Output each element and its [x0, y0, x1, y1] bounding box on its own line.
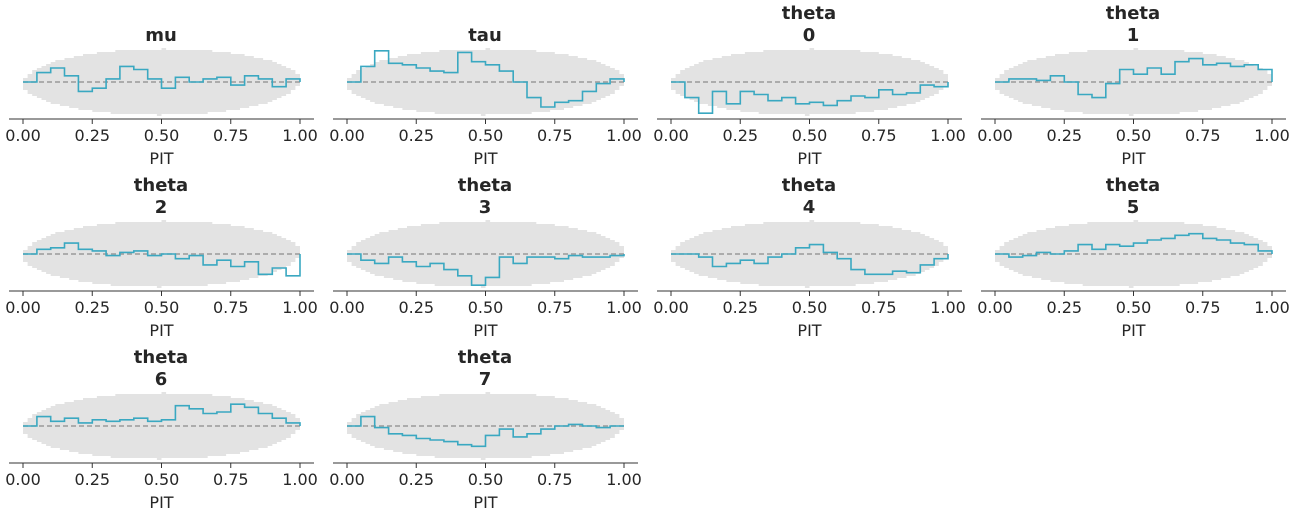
panel-title: tau: [468, 25, 502, 46]
x-tick-label: 0.50: [144, 126, 180, 145]
x-tick-label: 0.50: [792, 298, 828, 317]
pit-series-line: [995, 57, 1273, 99]
x-axis-label: PIT: [1121, 149, 1145, 168]
x-tick-label: 0.50: [144, 470, 180, 489]
x-tick-label: 1.00: [606, 126, 642, 145]
panel-title: theta: [458, 347, 512, 368]
panel-title: theta: [134, 347, 188, 368]
x-tick-label: 0.25: [722, 298, 758, 317]
x-tick-label: 0.00: [653, 298, 689, 317]
panel-title: theta: [134, 175, 188, 196]
x-tick-label: 0.00: [5, 298, 41, 317]
x-tick-label: 0.75: [861, 298, 897, 317]
x-tick-label: 1.00: [606, 298, 642, 317]
x-tick-label: 0.50: [468, 126, 504, 145]
panel-title: 1: [1127, 25, 1140, 46]
pit-series-line: [671, 243, 949, 276]
panel-title: 0: [803, 25, 816, 46]
pit-series-line: [347, 253, 625, 286]
x-tick-label: 0.00: [653, 126, 689, 145]
x-axis-label: PIT: [473, 493, 497, 512]
x-tick-label: 0.00: [5, 126, 41, 145]
x-tick-label: 0.50: [792, 126, 828, 145]
x-tick-label: 0.25: [398, 126, 434, 145]
x-tick-label: 0.25: [74, 126, 110, 145]
x-tick-label: 1.00: [1254, 126, 1290, 145]
x-axis-label: PIT: [473, 149, 497, 168]
panel-title: theta: [782, 175, 836, 196]
x-tick-label: 0.00: [5, 470, 41, 489]
x-tick-label: 1.00: [282, 470, 318, 489]
panel-title: theta: [1106, 3, 1160, 24]
x-tick-label: 0.50: [468, 470, 504, 489]
x-tick-label: 0.00: [977, 298, 1013, 317]
x-tick-label: 1.00: [930, 126, 966, 145]
panel-title: 3: [479, 197, 492, 218]
pit-series-line: [671, 81, 949, 114]
x-tick-label: 0.75: [537, 298, 573, 317]
panel-title: 2: [155, 197, 168, 218]
panel-title: theta: [458, 175, 512, 196]
x-tick-label: 1.00: [930, 298, 966, 317]
x-tick-label: 0.50: [1116, 126, 1152, 145]
x-tick-label: 0.00: [329, 470, 365, 489]
x-axis-label: PIT: [149, 493, 173, 512]
pit-series-line: [23, 242, 301, 277]
x-tick-label: 1.00: [606, 470, 642, 489]
pit-series-line: [995, 232, 1273, 258]
panel-title: mu: [145, 25, 177, 46]
x-tick-label: 1.00: [282, 298, 318, 317]
panel-title: 5: [1127, 197, 1140, 218]
x-tick-label: 0.25: [1046, 298, 1082, 317]
panel-title: 6: [155, 369, 168, 390]
x-tick-label: 0.75: [213, 470, 249, 489]
pit-series-line: [23, 65, 301, 93]
x-tick-label: 0.75: [537, 126, 573, 145]
x-tick-label: 0.50: [1116, 298, 1152, 317]
x-tick-label: 0.75: [537, 470, 573, 489]
panel-title: 4: [803, 197, 816, 218]
x-tick-label: 0.50: [468, 298, 504, 317]
panel-title: 7: [479, 369, 492, 390]
x-tick-label: 0.25: [398, 298, 434, 317]
x-tick-label: 0.25: [722, 126, 758, 145]
x-tick-label: 0.75: [1185, 126, 1221, 145]
x-tick-label: 0.75: [213, 298, 249, 317]
x-tick-label: 0.75: [213, 126, 249, 145]
x-tick-label: 0.25: [74, 298, 110, 317]
x-tick-label: 1.00: [1254, 298, 1290, 317]
x-tick-label: 0.50: [144, 298, 180, 317]
panel-tau: 0.00 0.25 0.50 0.75 1.00 PIT tau: [329, 25, 642, 168]
x-tick-label: 1.00: [282, 126, 318, 145]
x-tick-label: 0.00: [329, 298, 365, 317]
pit-series-line: [23, 403, 301, 427]
x-axis-label: PIT: [1121, 321, 1145, 340]
x-axis-label: PIT: [473, 321, 497, 340]
x-tick-label: 0.25: [398, 470, 434, 489]
panel-mu: 0.00 0.25 0.50 0.75 1.00 PIT mu: [5, 25, 318, 168]
pit-series-line: [347, 415, 624, 448]
x-tick-label: 0.00: [977, 126, 1013, 145]
x-axis-label: PIT: [797, 149, 821, 168]
panel-title: theta: [782, 3, 836, 24]
x-tick-label: 0.75: [1185, 298, 1221, 317]
x-tick-label: 0.25: [1046, 126, 1082, 145]
x-tick-label: 0.00: [329, 126, 365, 145]
pit-series-line: [347, 50, 625, 108]
x-axis-label: PIT: [149, 321, 173, 340]
panel-title: theta: [1106, 175, 1160, 196]
x-tick-label: 0.25: [74, 470, 110, 489]
x-axis-label: PIT: [797, 321, 821, 340]
x-axis-label: PIT: [149, 149, 173, 168]
x-tick-label: 0.75: [861, 126, 897, 145]
